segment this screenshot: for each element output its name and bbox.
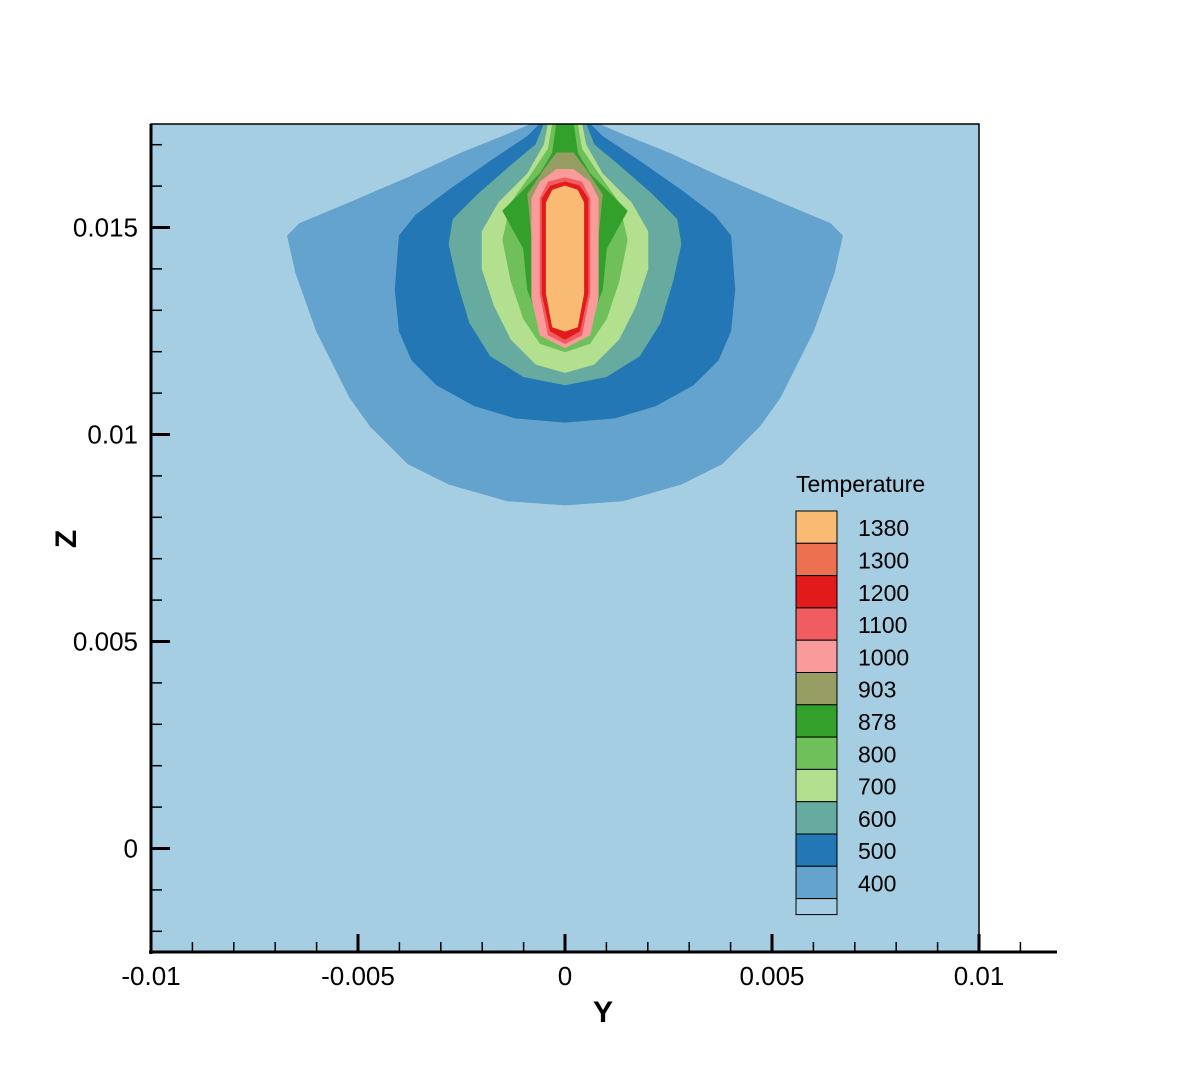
x-tick-label: 0.01 bbox=[954, 961, 1005, 991]
legend-label: 1200 bbox=[858, 580, 909, 606]
legend-label: 800 bbox=[858, 741, 896, 767]
legend-swatch bbox=[795, 672, 838, 706]
x-tick-group: -0.01 -0.005 0 0.005 0.01 bbox=[121, 934, 1022, 991]
legend-label: 1380 bbox=[858, 515, 909, 541]
x-tick-label: -0.01 bbox=[121, 961, 180, 991]
legend-swatch bbox=[795, 898, 838, 916]
legend-label: 500 bbox=[858, 838, 896, 864]
x-tick-label: 0 bbox=[558, 961, 572, 991]
y-tick-label: 0.01 bbox=[87, 420, 138, 450]
y-axis-label: Z bbox=[50, 530, 83, 548]
legend-swatch bbox=[795, 639, 838, 674]
legend-swatch bbox=[795, 704, 838, 738]
legend-label: 700 bbox=[858, 774, 896, 800]
legend-swatch bbox=[795, 736, 838, 770]
legend-swatch bbox=[795, 575, 838, 609]
legend-swatch bbox=[795, 768, 838, 803]
legend-label: 903 bbox=[858, 677, 896, 703]
y-tick-group: 0 0.005 0.01 0.015 bbox=[73, 143, 170, 933]
legend-swatch bbox=[795, 865, 838, 900]
legend-swatch bbox=[795, 833, 838, 867]
y-tick-label: 0.015 bbox=[73, 213, 138, 243]
y-tick-label: 0 bbox=[124, 834, 138, 864]
contour-band-1380 bbox=[545, 185, 585, 332]
x-axis-label: Y bbox=[593, 996, 613, 1029]
y-tick-label: 0.005 bbox=[73, 627, 138, 657]
x-tick-label: 0.005 bbox=[739, 961, 804, 991]
legend-label: 400 bbox=[858, 870, 896, 896]
legend-swatch bbox=[795, 542, 838, 577]
legend-label: 600 bbox=[858, 806, 896, 832]
legend-label: 1000 bbox=[858, 644, 909, 670]
legend-swatch bbox=[795, 607, 838, 641]
legend: Temperature 1380 1300 1200 1100 1000 903 878 80… bbox=[795, 471, 925, 916]
legend-swatch bbox=[795, 510, 838, 544]
legend-title: Temperature bbox=[796, 471, 925, 497]
contour-layer bbox=[287, 124, 843, 506]
legend-label: 1100 bbox=[858, 612, 907, 638]
x-tick-label: -0.005 bbox=[321, 961, 395, 991]
legend-swatch bbox=[795, 801, 838, 835]
legend-label: 878 bbox=[858, 709, 896, 735]
legend-label: 1300 bbox=[858, 547, 909, 573]
